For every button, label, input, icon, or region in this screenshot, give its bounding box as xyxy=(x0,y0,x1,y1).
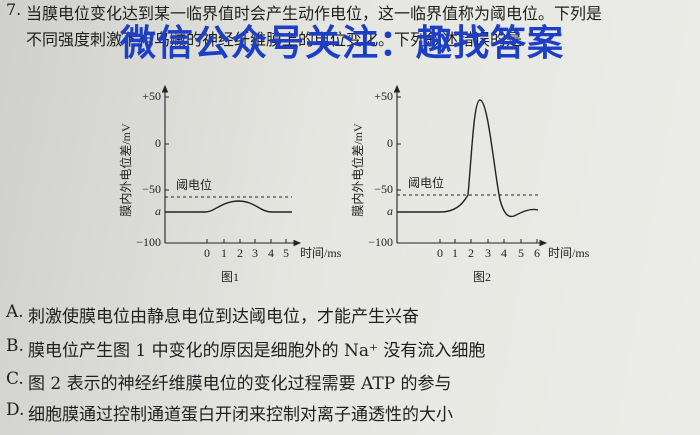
x-axis-label: 时间/ms xyxy=(548,246,590,260)
figure-caption: 图2 xyxy=(473,270,491,284)
watermark: 微信公众号关注：趣找答案 xyxy=(120,23,565,64)
x-tick-label: 1 xyxy=(452,246,458,260)
potential-curve xyxy=(165,200,292,213)
x-tick-label: 5 xyxy=(283,246,289,260)
x-tick-label: 0 xyxy=(437,246,443,260)
x-tick-label: 6 xyxy=(534,246,540,260)
threshold-label: 阈电位 xyxy=(408,175,444,190)
option-text: 图 2 表示的神经纤维膜电位的变化过程需要 ATP 的参与 xyxy=(28,374,452,394)
x-tick-label: 3 xyxy=(252,246,258,260)
question-line: 当膜电位变化达到某一临界值时会产生动作电位，这一临界值称为阈电位。下列是 xyxy=(26,4,603,23)
x-tick-label: 2 xyxy=(468,246,474,260)
potential-curve xyxy=(397,99,539,218)
y-axis-label: 膜内外电位差/mV xyxy=(118,123,133,217)
question-number: 7. xyxy=(6,0,22,19)
option-letter: B. xyxy=(6,336,24,356)
y-tick-label: +50 xyxy=(374,89,393,103)
y-tick-label: −50 xyxy=(374,182,393,196)
y-tick-label: −100 xyxy=(368,235,393,249)
x-tick-label: 4 xyxy=(501,246,507,260)
y-tick-label: +50 xyxy=(142,89,161,103)
y-axis-label: 膜内外电位差/mV xyxy=(350,123,365,217)
x-tick-label: 3 xyxy=(485,246,491,260)
x-tick-label: 5 xyxy=(518,246,524,260)
x-tick-label: 4 xyxy=(268,246,274,260)
y-tick-label: a xyxy=(387,204,393,218)
x-tick-label: 2 xyxy=(237,246,243,260)
option-text: 细胞膜通过控制通道蛋白开闭来控制对离子通透性的大小 xyxy=(28,405,453,425)
y-tick-label: 0 xyxy=(155,136,161,150)
y-tick-label: −50 xyxy=(142,182,161,196)
y-tick-label: −100 xyxy=(136,235,161,249)
option-letter: D. xyxy=(6,400,25,420)
x-axis-label: 时间/ms xyxy=(300,246,342,260)
y-tick-label: 0 xyxy=(387,136,393,150)
option-text: 刺激使膜电位由静息电位到达阈电位，才能产生兴奋 xyxy=(28,307,419,327)
figure-caption: 图1 xyxy=(221,270,239,284)
option-text: 膜电位产生图 1 中变化的原因是细胞外的 Na⁺ 没有流入细胞 xyxy=(28,341,486,361)
threshold-label: 阈电位 xyxy=(176,177,212,192)
option-letter: A. xyxy=(6,302,24,322)
y-tick-label: a xyxy=(155,204,161,218)
x-tick-label: 0 xyxy=(204,246,210,260)
x-tick-label: 1 xyxy=(221,246,227,260)
question-line: 不同强度刺激下枪乌贼的神经纤维膜上的电位变化。下列叙述错误的是 xyxy=(26,30,523,49)
option-letter: C. xyxy=(6,369,24,389)
